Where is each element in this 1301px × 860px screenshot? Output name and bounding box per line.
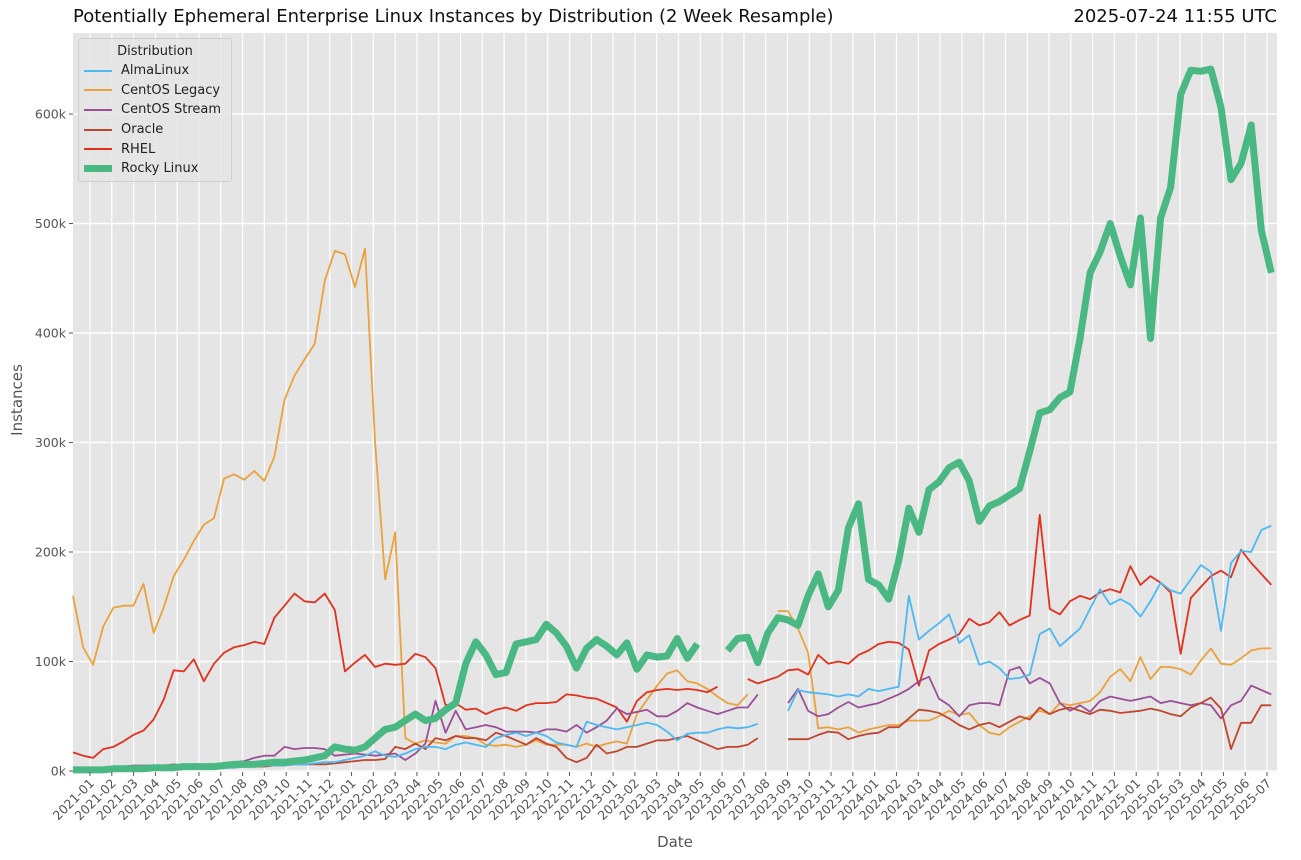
- legend-swatch-icon: [84, 165, 112, 173]
- legend-label: Oracle: [121, 122, 164, 138]
- legend-swatch-icon: [84, 148, 112, 151]
- y-axis: 0k 100k 200k 300k 400k 500k 600k: [35, 107, 73, 779]
- legend-label: CentOS Legacy: [121, 82, 221, 98]
- series-line-oracle: [788, 696, 1272, 750]
- y-tick-label: 300k: [35, 435, 67, 450]
- series-line-centos-stream: [787, 666, 1272, 720]
- legend-swatch-icon: [84, 69, 112, 72]
- legend-label: AlmaLinux: [121, 63, 190, 79]
- legend-title: Distribution: [117, 44, 193, 59]
- legend-swatch-icon: [84, 128, 112, 131]
- legend-label: Rocky Linux: [121, 161, 199, 177]
- x-axis-label: Date: [657, 833, 693, 851]
- legend-items: AlmaLinux CentOS Legacy CentOS Stream Oracl…: [79, 61, 231, 179]
- series-line-rhel: [72, 592, 718, 759]
- y-axis-label: Instances: [8, 364, 26, 436]
- legend-item-centos-legacy: CentOS Legacy: [79, 81, 231, 101]
- legend-swatch-icon: [84, 89, 112, 92]
- chart-title: Potentially Ephemeral Enterprise Linux I…: [73, 6, 834, 27]
- legend: Distribution AlmaLinux CentOS Legacy CentO…: [78, 38, 232, 182]
- series-line-rhel: [747, 513, 1272, 687]
- legend-item-centos-stream: CentOS Stream: [79, 100, 231, 120]
- series-line-centos-legacy: [777, 610, 1272, 736]
- data-series: [72, 65, 1275, 774]
- series-line-rocky-linux: [724, 65, 1275, 667]
- legend-label: RHEL: [121, 141, 156, 157]
- legend-item-rocky-linux: Rocky Linux: [79, 159, 231, 179]
- y-tick-label: 200k: [35, 545, 67, 560]
- y-tick-label: 100k: [35, 654, 67, 669]
- series-line-rocky-linux: [73, 620, 701, 774]
- y-tick-label: 0k: [51, 764, 67, 779]
- legend-item-oracle: Oracle: [79, 120, 231, 140]
- y-tick-label: 400k: [35, 326, 67, 341]
- y-tick-label: 600k: [35, 107, 67, 122]
- series-line-centos-legacy: [72, 247, 749, 748]
- legend-swatch-icon: [84, 108, 112, 111]
- chart-timestamp: 2025-07-24 11:55 UTC: [1073, 6, 1277, 27]
- legend-label: CentOS Stream: [121, 102, 222, 118]
- legend-item-almalinux: AlmaLinux: [79, 61, 231, 81]
- y-tick-label: 500k: [35, 216, 67, 231]
- legend-item-rhel: RHEL: [79, 139, 231, 159]
- x-axis: 2021-012021-022021-032021-042021-052021-…: [50, 772, 1274, 823]
- series-line-almalinux: [787, 524, 1272, 712]
